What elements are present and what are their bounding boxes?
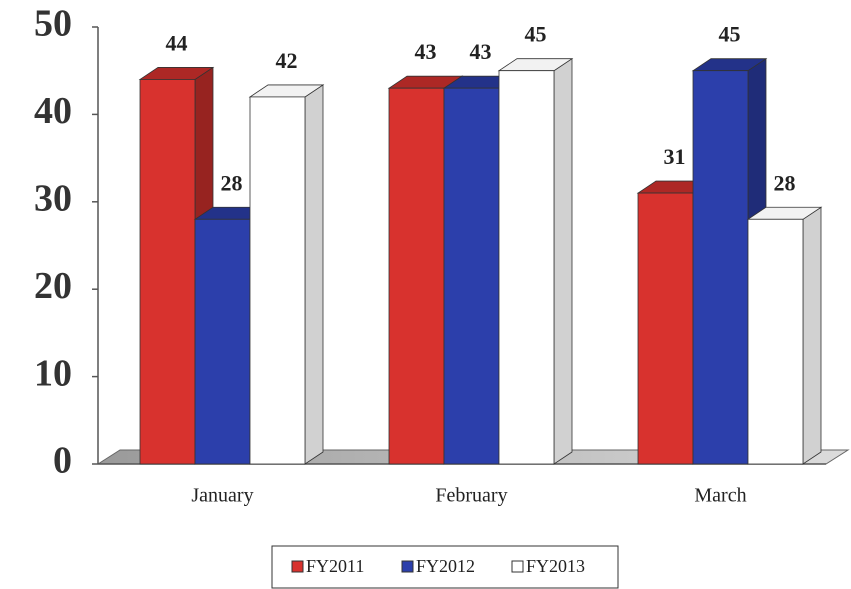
bar-front xyxy=(249,96,306,465)
value-label: 44 xyxy=(166,30,188,55)
y-tick-label: 40 xyxy=(34,90,72,132)
legend-swatch xyxy=(401,560,414,573)
x-tick-label: March xyxy=(694,485,746,507)
y-tick-label: 30 xyxy=(34,178,72,220)
value-label: 43 xyxy=(470,39,492,64)
value-label: 28 xyxy=(774,170,796,195)
bar-side xyxy=(553,57,573,465)
value-label: 42 xyxy=(276,48,298,73)
value-label: 43 xyxy=(415,39,437,64)
value-label: 45 xyxy=(719,22,741,47)
y-tick-label: 10 xyxy=(34,352,72,394)
bar xyxy=(497,57,574,465)
value-label: 45 xyxy=(525,22,547,47)
bar-front xyxy=(443,87,500,465)
bar-side xyxy=(802,206,822,465)
bar-front xyxy=(139,79,196,465)
legend-label: FY2012 xyxy=(416,556,475,576)
y-tick-label: 0 xyxy=(53,440,72,482)
bar-front xyxy=(194,218,251,465)
value-label: 28 xyxy=(221,170,243,195)
y-tick-label: 50 xyxy=(34,3,72,45)
x-tick-label: February xyxy=(435,485,507,507)
y-tick-label: 20 xyxy=(34,265,72,307)
bar xyxy=(248,84,325,465)
legend-label: FY2013 xyxy=(526,556,585,576)
bar-front xyxy=(637,192,694,465)
legend-swatch xyxy=(291,560,304,573)
bar-front xyxy=(692,70,749,465)
bar xyxy=(746,206,823,465)
bar-front xyxy=(747,218,804,465)
x-tick-label: January xyxy=(191,485,253,507)
bar-front xyxy=(388,87,445,465)
value-label: 31 xyxy=(664,144,686,169)
bar-front xyxy=(498,70,555,465)
legend-box xyxy=(271,545,619,589)
bar-side xyxy=(304,84,324,465)
legend-swatch xyxy=(511,560,524,573)
legend-label: FY2011 xyxy=(306,556,364,576)
